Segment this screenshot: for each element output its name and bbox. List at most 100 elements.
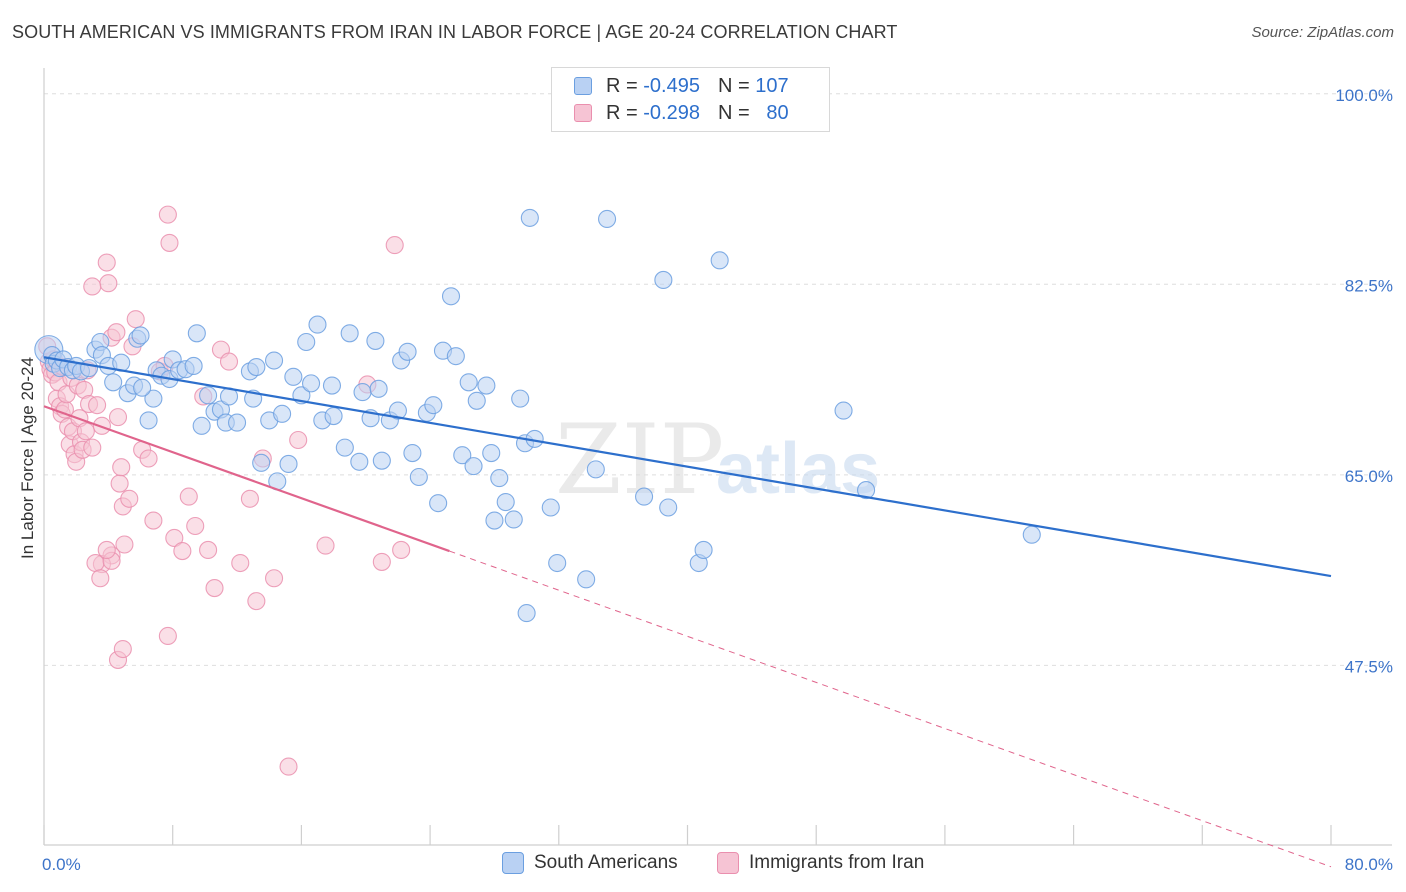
data-point	[219, 352, 239, 371]
data-point	[265, 351, 284, 370]
data-point	[91, 569, 110, 588]
data-point	[424, 396, 443, 415]
legend-r-value: -0.495	[643, 74, 700, 97]
data-point	[205, 579, 224, 598]
data-point	[228, 413, 247, 432]
data-point	[158, 626, 177, 646]
data-point	[353, 383, 372, 402]
data-point	[517, 604, 536, 623]
legend-n-label: N =	[717, 74, 750, 97]
legend-n-label: N =	[717, 101, 750, 124]
data-point	[441, 287, 461, 306]
data-point	[186, 516, 205, 536]
data-point	[112, 458, 131, 477]
data-point	[199, 540, 218, 560]
data-point	[115, 535, 134, 554]
data-point	[199, 386, 218, 405]
data-point	[302, 374, 321, 393]
tick-labels: 100.0% 82.5% 65.0% 47.5% 0.0% 80.0%	[42, 86, 1393, 874]
bottom-legend-label: South Americans	[534, 852, 678, 873]
trend-line-south-americans	[43, 356, 1332, 578]
data-point	[694, 540, 713, 560]
data-point	[279, 757, 298, 776]
data-point	[284, 367, 303, 386]
y-tick-label: 47.5%	[1345, 657, 1393, 676]
data-point	[598, 209, 617, 229]
y-tick-label: 65.0%	[1345, 467, 1393, 486]
data-point	[139, 411, 158, 430]
data-point	[144, 511, 163, 530]
trend-lines	[43, 356, 1332, 868]
data-point	[113, 639, 132, 659]
data-point	[635, 487, 654, 506]
data-point	[372, 552, 391, 571]
data-point	[240, 489, 259, 508]
data-point	[403, 444, 422, 463]
data-point	[83, 277, 102, 296]
x-tick-label-end: 80.0%	[1345, 855, 1393, 874]
data-point	[108, 408, 128, 427]
data-point	[366, 331, 385, 350]
data-point	[126, 310, 145, 329]
data-point	[490, 469, 509, 488]
legend-row-south-americans: R = -0.495 N = 107	[574, 73, 789, 99]
data-point	[131, 326, 150, 345]
data-point	[324, 406, 343, 426]
data-point	[477, 376, 496, 395]
axes	[43, 68, 1392, 846]
trend-line-extension	[449, 550, 1332, 868]
data-point	[83, 438, 102, 457]
legend-row-immigrants-from-iran: R = -0.298 N = 80	[574, 100, 789, 126]
legend-r-label: R =	[606, 101, 638, 124]
data-point	[372, 451, 391, 470]
bottom-legend-swatch-pink	[717, 852, 739, 874]
data-point	[133, 378, 152, 397]
data-point	[273, 404, 292, 423]
data-point	[316, 536, 335, 555]
data-point	[467, 391, 486, 410]
data-point	[453, 446, 472, 465]
data-point	[158, 205, 177, 224]
data-point	[279, 454, 298, 473]
data-point	[165, 528, 184, 548]
data-point	[104, 373, 123, 392]
data-point	[548, 553, 567, 573]
data-point	[110, 474, 129, 493]
data-point	[120, 489, 139, 508]
data-point	[369, 379, 388, 398]
data-point	[511, 389, 530, 408]
data-point	[184, 356, 203, 376]
data-point	[297, 332, 316, 352]
data-point	[322, 376, 342, 395]
data-point	[482, 444, 501, 463]
data-point	[79, 359, 99, 378]
data-point	[429, 494, 448, 513]
data-point	[659, 498, 678, 517]
data-point	[144, 389, 163, 408]
legend-r-value: -0.298	[643, 101, 700, 124]
data-point	[459, 373, 478, 392]
data-point	[99, 274, 118, 293]
legend-n-value: 107	[755, 74, 789, 97]
watermark: ZIP atlas	[555, 404, 880, 516]
data-point	[335, 438, 354, 457]
data-point	[834, 401, 853, 420]
chart-title: SOUTH AMERICAN VS IMMIGRANTS FROM IRAN I…	[12, 22, 898, 42]
series-immigrants-from-iran	[38, 205, 411, 776]
data-point	[586, 460, 605, 479]
bottom-legend-south-americans: South Americans	[502, 852, 678, 874]
legend-swatch-pink	[574, 104, 592, 122]
legend-n-value: 80	[766, 101, 789, 124]
series-south-americans	[34, 208, 1041, 623]
data-point	[654, 270, 673, 289]
data-point	[409, 467, 428, 487]
data-point	[464, 457, 483, 476]
bottom-legend-immigrants-from-iran: Immigrants from Iran	[717, 852, 924, 874]
data-point	[160, 233, 179, 252]
data-point	[187, 324, 206, 343]
data-point	[710, 251, 729, 270]
data-point	[97, 540, 116, 560]
data-point	[289, 430, 308, 450]
data-point	[496, 492, 515, 512]
